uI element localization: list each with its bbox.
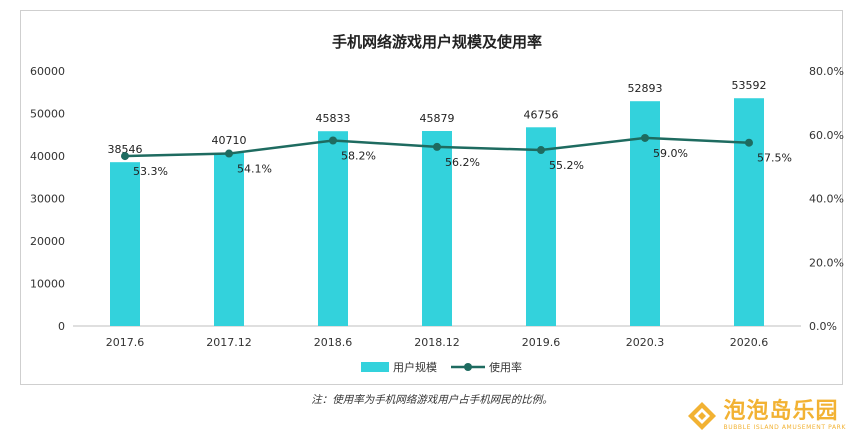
y-right-tick-label: 0.0% [809, 320, 837, 333]
watermark-name: 泡泡岛乐园 [723, 399, 839, 424]
bar-value-label: 53592 [732, 79, 767, 92]
line-point [433, 142, 441, 151]
line-value-label: 55.2% [549, 159, 584, 172]
bar [526, 127, 556, 326]
x-tick-label: 2019.6 [522, 336, 561, 349]
bar [422, 131, 452, 326]
y-right-tick-label: 40.0% [809, 193, 844, 206]
line-value-label: 57.5% [757, 152, 792, 165]
combo-chart: 手机网络游戏用户规模及使用率 0 10000 20000 30000 40000 50000… [30, 33, 844, 374]
legend-bar-swatch [361, 362, 389, 372]
line-point [329, 136, 337, 145]
bar [734, 98, 764, 326]
line-point [225, 149, 233, 158]
line-value-label: 58.2% [341, 149, 376, 162]
chart-title: 手机网络游戏用户规模及使用率 [332, 33, 542, 51]
y-left-tick-label: 20000 [30, 235, 65, 248]
x-tick-label: 2020.6 [730, 336, 769, 349]
bar [110, 162, 140, 326]
chart-frame: 手机网络游戏用户规模及使用率 0 10000 20000 30000 40000 50000… [20, 10, 844, 385]
legend-line-marker [464, 363, 472, 371]
line-point [121, 152, 129, 161]
footnote: 注：使用率为手机网络游戏用户占手机网民的比例。 [311, 394, 553, 406]
y-left-tick-label: 50000 [30, 108, 65, 121]
legend-bar-label: 用户规模 [393, 360, 437, 374]
y-left-tick-label: 30000 [30, 193, 65, 206]
line-point [745, 138, 753, 147]
bar [318, 131, 348, 326]
y-right-tick-label: 80.0% [809, 65, 844, 78]
watermark-subtitle: BUBBLE ISLAND AMUSEMENT PARK [723, 424, 846, 431]
x-tick-label: 2018.12 [414, 336, 460, 349]
bar-value-label: 45879 [420, 112, 455, 125]
y-left-tick-label: 10000 [30, 278, 65, 291]
bar-value-label: 46756 [524, 108, 559, 121]
bar-value-label: 38546 [108, 143, 143, 156]
x-tick-label: 2018.6 [314, 336, 353, 349]
line-value-label: 59.0% [653, 147, 688, 160]
y-right-tick-label: 20.0% [809, 256, 844, 269]
y-left-tick-label: 60000 [30, 65, 65, 78]
bar [214, 152, 244, 326]
line-point [641, 133, 649, 142]
bar-value-label: 40710 [212, 134, 247, 147]
diamond-logo-icon [688, 402, 717, 430]
x-tick-label: 2017.6 [106, 336, 145, 349]
x-tick-label: 2020.3 [626, 336, 665, 349]
x-tick-label: 2017.12 [206, 336, 252, 349]
line-value-label: 56.2% [445, 156, 480, 169]
y-right-tick-label: 60.0% [809, 129, 844, 142]
bar-value-label: 45833 [316, 112, 351, 125]
line-value-label: 53.3% [133, 165, 168, 178]
y-left-tick-label: 40000 [30, 150, 65, 163]
line-value-label: 54.1% [237, 163, 272, 176]
legend-line-label: 使用率 [489, 360, 522, 374]
line-point [537, 146, 545, 155]
bar-value-label: 52893 [628, 82, 663, 95]
y-left-tick-label: 0 [58, 320, 65, 333]
watermark-logo: 泡泡岛乐园 BUBBLE ISLAND AMUSEMENT PARK [687, 400, 846, 432]
